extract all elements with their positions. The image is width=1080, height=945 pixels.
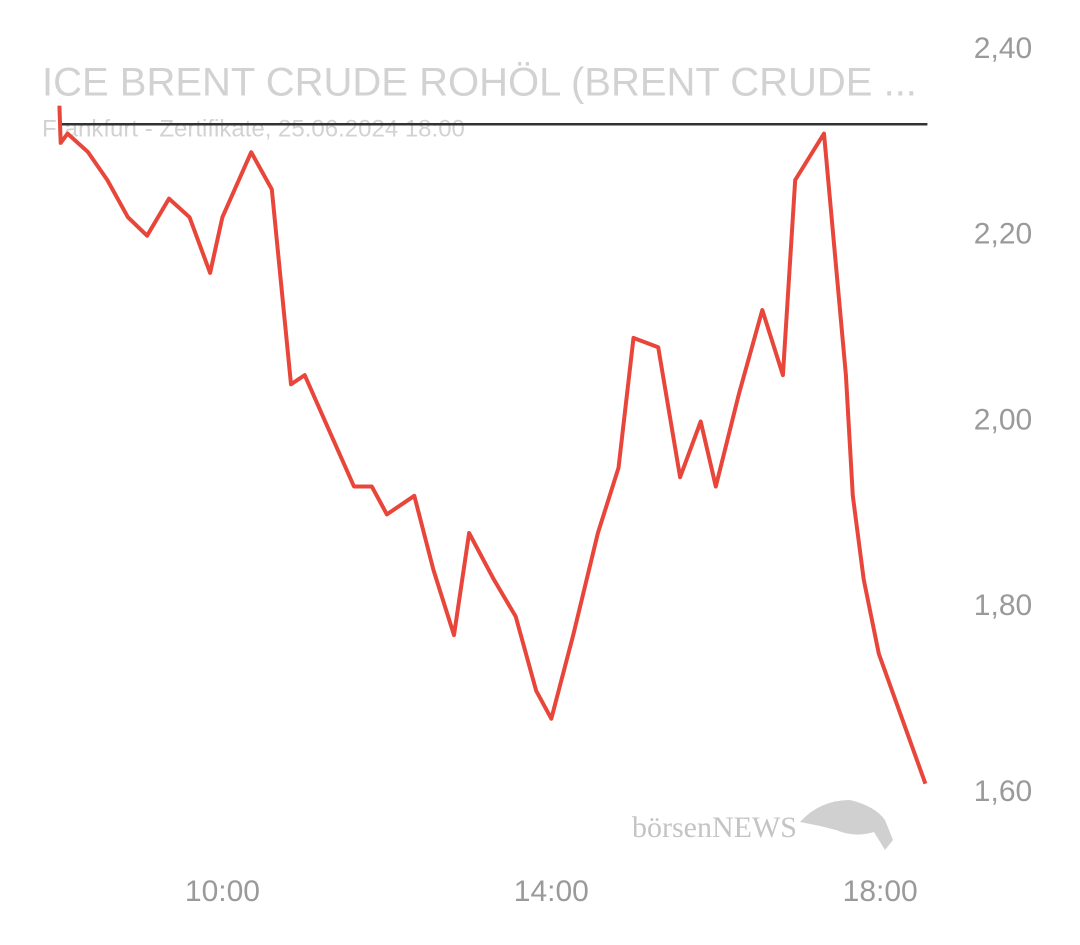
y-tick-label: 1,60: [974, 775, 1032, 808]
line-series: [57, 105, 928, 785]
y-tick-label: 2,20: [974, 218, 1032, 251]
watermark: börsenNEWS: [632, 811, 797, 844]
chart-title: ICE BRENT CRUDE ROHÖL (BRENT CRUDE ...: [42, 61, 917, 105]
y-tick-label: 2,40: [974, 32, 1032, 65]
chart-subtitle: Frankfurt - Zertifikate, 25.06.2024 18:0…: [42, 115, 465, 142]
x-tick-label: 10:00: [185, 875, 260, 908]
y-tick-label: 1,80: [974, 589, 1032, 622]
x-tick-label: 18:00: [843, 875, 918, 908]
y-tick-label: 2,00: [974, 403, 1032, 436]
watermark-bull: [800, 800, 893, 850]
x-tick-label: 14:00: [514, 875, 589, 908]
